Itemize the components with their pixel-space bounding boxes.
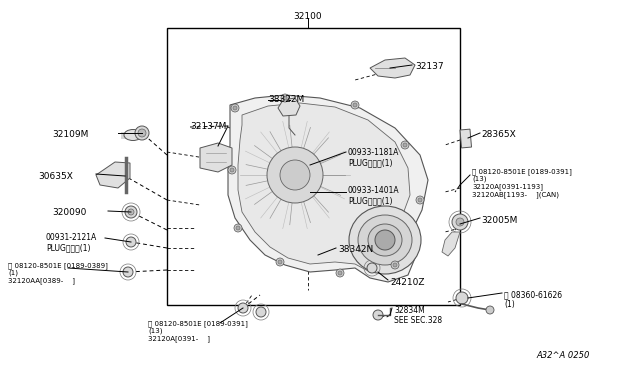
Circle shape — [125, 206, 137, 218]
Circle shape — [278, 260, 282, 264]
Text: Ⓑ 08120-8501E [0189-0389]
(1)
32120AA[0389-    ]: Ⓑ 08120-8501E [0189-0389] (1) 32120AA[03… — [8, 262, 108, 284]
Text: 32100: 32100 — [294, 12, 323, 21]
Text: Ⓢ 08360-61626
(1): Ⓢ 08360-61626 (1) — [504, 290, 562, 310]
Circle shape — [336, 269, 344, 277]
Circle shape — [393, 263, 397, 267]
Ellipse shape — [349, 206, 421, 274]
Circle shape — [236, 226, 240, 230]
Circle shape — [353, 103, 357, 107]
Circle shape — [234, 224, 242, 232]
Circle shape — [391, 261, 399, 269]
Circle shape — [256, 307, 266, 317]
Circle shape — [276, 258, 284, 266]
Circle shape — [486, 306, 494, 314]
Circle shape — [135, 126, 149, 140]
Circle shape — [456, 218, 464, 226]
Text: 32834M
SEE SEC.328: 32834M SEE SEC.328 — [394, 306, 442, 326]
Text: A32^A 0250: A32^A 0250 — [536, 351, 590, 360]
Text: 28365X: 28365X — [481, 130, 516, 139]
Circle shape — [238, 303, 248, 313]
Circle shape — [456, 292, 468, 304]
Text: 32109M: 32109M — [52, 130, 88, 139]
Circle shape — [280, 160, 310, 190]
Bar — [460, 129, 472, 148]
Circle shape — [452, 214, 468, 230]
Circle shape — [403, 143, 407, 147]
Circle shape — [367, 263, 377, 273]
Polygon shape — [278, 98, 300, 116]
Polygon shape — [96, 162, 130, 188]
Text: 32005M: 32005M — [481, 216, 517, 225]
Ellipse shape — [124, 129, 142, 141]
Circle shape — [128, 209, 134, 215]
Text: 30635X: 30635X — [38, 172, 73, 181]
Polygon shape — [228, 95, 428, 282]
Circle shape — [231, 104, 239, 112]
Circle shape — [138, 129, 146, 137]
Circle shape — [418, 198, 422, 202]
Text: 24210Z: 24210Z — [390, 278, 424, 287]
Text: 32137: 32137 — [415, 62, 444, 71]
Text: 00933-1181A
PLUGプラグ(1): 00933-1181A PLUGプラグ(1) — [348, 148, 399, 167]
Circle shape — [233, 106, 237, 110]
Circle shape — [416, 196, 424, 204]
Circle shape — [375, 230, 395, 250]
Text: 00933-1401A
PLUGプラグ(1): 00933-1401A PLUGプラグ(1) — [348, 186, 399, 205]
Text: 320090: 320090 — [52, 208, 86, 217]
Circle shape — [401, 141, 409, 149]
Circle shape — [267, 147, 323, 203]
Polygon shape — [370, 58, 415, 78]
Polygon shape — [200, 143, 232, 172]
Polygon shape — [238, 103, 410, 272]
Bar — [167, 28, 460, 305]
Circle shape — [373, 310, 383, 320]
Ellipse shape — [358, 215, 412, 265]
Text: 32137M: 32137M — [190, 122, 227, 131]
Circle shape — [351, 101, 359, 109]
Text: Ⓑ 08120-8501E [0189-0391]
(13)
32120A[0391-1193]
32120AB[1193-    ](CAN): Ⓑ 08120-8501E [0189-0391] (13) 32120A[03… — [472, 168, 572, 198]
Text: 00931-2121A
PLUGプラグ(1): 00931-2121A PLUGプラグ(1) — [46, 233, 97, 252]
Text: 38322M: 38322M — [268, 95, 304, 104]
Polygon shape — [442, 232, 460, 256]
Circle shape — [123, 267, 133, 277]
Circle shape — [281, 94, 289, 102]
Circle shape — [126, 237, 136, 247]
Text: 38342N: 38342N — [338, 245, 373, 254]
Text: Ⓑ 08120-8501E [0189-0391]
(13)
32120A[0391-    ]: Ⓑ 08120-8501E [0189-0391] (13) 32120A[03… — [148, 320, 248, 342]
Circle shape — [228, 166, 236, 174]
Ellipse shape — [368, 224, 402, 256]
Circle shape — [338, 271, 342, 275]
Circle shape — [283, 96, 287, 100]
Circle shape — [230, 168, 234, 172]
